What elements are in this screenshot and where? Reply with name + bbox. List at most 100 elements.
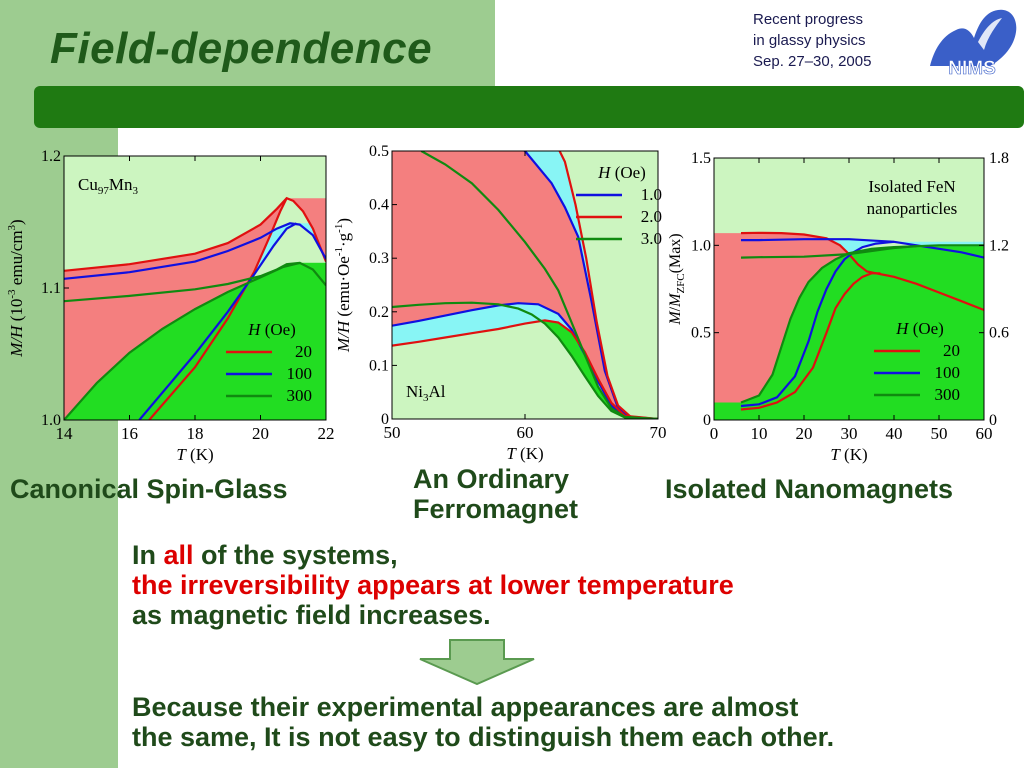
y-axis-label-unit: (10: [7, 299, 26, 326]
x-tick-label: 20: [252, 424, 269, 443]
irreversibility-band-1.0: [392, 151, 658, 419]
x-axis-label: T (K): [506, 444, 543, 463]
fill-below-zfc: [714, 246, 984, 420]
fc-curve-20: [740, 231, 984, 312]
legend-title-symbol: H: [247, 320, 262, 339]
statement-highlight: all: [163, 540, 194, 570]
zfc-curve-3.0: [392, 301, 658, 419]
y-axis-label-symbol: M: [667, 310, 684, 326]
statement-line-2: the irreversibility appears at lower tem…: [132, 570, 734, 600]
x-axis-label-unit: (K): [516, 444, 544, 463]
sample-label: Cu97Mn3: [78, 175, 138, 197]
y-axis-label-subscript: ZFC: [675, 273, 687, 293]
y-tick-label: 1.5: [691, 150, 711, 167]
y-axis-label-unit: /: [667, 306, 684, 311]
legend-title: H (Oe): [247, 320, 296, 339]
down-arrow-icon: [419, 639, 535, 685]
zfc-curve-20: [740, 272, 881, 411]
y-axis-label: M/H (10-3 emu/cm3): [6, 219, 26, 357]
y-axis-label-unit: ·g: [334, 232, 353, 247]
x-axis-label-unit: (K): [840, 445, 868, 464]
zfc-curve-2.0: [392, 319, 658, 419]
y-axis-label-superscript: -1: [333, 247, 345, 256]
y-axis-label-symbol: M/H: [334, 319, 353, 353]
plot-fills: [64, 196, 326, 420]
x-tick-label: 14: [56, 424, 74, 443]
sample-subscript: 97: [98, 185, 110, 197]
x-tick-label: 70: [650, 423, 667, 442]
chart-ordinary-ferromagnet: 50 60 70 0 0.1 0.2 0.3 0.4 0.5 T (K) H (Oe) 1.0 2.0 3…: [333, 143, 667, 463]
conclusion-line-1: Because their experimental appearances a…: [132, 692, 799, 722]
zfc-curve-100: [740, 240, 895, 408]
legend-title-unit: (Oe): [908, 319, 943, 338]
legend-label: 20: [295, 342, 312, 361]
legend-title: H (Oe): [597, 163, 646, 182]
y2-tick-label: 0: [989, 412, 997, 429]
fc-curve-20: [64, 196, 326, 272]
y-axis-label-symbol: M/H: [7, 324, 26, 358]
logo-text: NIMS: [948, 58, 996, 78]
y2-tick-label: 1.2: [989, 237, 1009, 254]
x-tick-label: 10: [751, 424, 768, 443]
x-tick-label: 50: [384, 423, 401, 442]
y-axis-label-superscript: -3: [6, 289, 18, 299]
statement: In all of the systems, the irreversibili…: [132, 540, 734, 630]
slide-title: Field-dependence: [50, 24, 433, 73]
sample-element: Ni: [406, 382, 423, 401]
zfc-curve-300: [740, 245, 917, 404]
sample-label: Ni3Al: [406, 382, 446, 404]
legend-label: 100: [287, 364, 313, 383]
caption-line: Ferromagnet: [413, 494, 579, 524]
y-axis-label: M/MZFC(Max): [667, 233, 687, 325]
y-axis-label-unit: ): [334, 218, 353, 224]
y-axis-label-superscript: -1: [333, 224, 345, 233]
statement-line-1: In all of the systems,: [132, 540, 734, 570]
caption-canonical-spin-glass: Canonical Spin-Glass: [10, 474, 288, 504]
sample-subscript: 3: [423, 392, 429, 404]
x-tick-label: 60: [976, 424, 993, 443]
x-axis-label-symbol: T: [176, 445, 187, 464]
y-axis-label-unit: ): [7, 219, 26, 225]
caption-isolated-nanomagnets: Isolated Nanomagnets: [665, 474, 954, 504]
legend-label: 300: [287, 386, 313, 405]
sample-element: Mn: [109, 175, 133, 194]
legend-title-unit: (Oe): [610, 163, 645, 182]
x-tick-label: 60: [517, 423, 534, 442]
legend-title-symbol: H: [895, 319, 910, 338]
y-tick-label: 0: [381, 411, 389, 428]
y-tick-label: 1.1: [41, 280, 61, 297]
x-tick-label: 30: [841, 424, 858, 443]
y-tick-label: 0.5: [691, 325, 711, 342]
caption-ordinary-ferromagnet: An Ordinary Ferromagnet: [413, 464, 578, 524]
conference-line: in glassy physics: [753, 32, 866, 49]
y-axis-label-unit: (Max): [667, 233, 684, 273]
chart-canonical-spin-glass: 14 16 18 20 221.01.11.2T (K)H (Oe)20100300Cu…: [6, 148, 335, 464]
x-axis-label-symbol: T: [506, 444, 517, 463]
conference-info: Recent progress in glassy physics Sep. 2…: [753, 9, 871, 72]
x-tick-label: 0: [710, 424, 719, 443]
conference-line: Recent progress: [753, 11, 864, 28]
y-tick-label: 0: [703, 412, 711, 429]
caption-line: An Ordinary: [413, 464, 570, 494]
fc-curve-1.0: [522, 151, 658, 419]
statement-line-3: as magnetic field increases.: [132, 600, 491, 630]
y-tick-label: 1.0: [691, 237, 711, 254]
y-axis-label-unit: (emu·Oe: [334, 256, 353, 321]
conclusion-line-2: the same, It is not easy to distinguish …: [132, 722, 835, 752]
x-tick-label: 22: [318, 424, 335, 443]
legend-title-symbol: H: [597, 163, 612, 182]
legend-label: 1.0: [641, 185, 662, 204]
zfc-curve-100: [138, 222, 298, 420]
y-tick-label: 0.1: [369, 357, 389, 374]
chart-isolated-nanomagnets: 0 10 20 30 40 50 600.51.01.5T (K)H (Oe)2010030…: [667, 150, 1009, 464]
x-tick-label: 16: [121, 424, 138, 443]
zfc-curve-300: [64, 261, 301, 420]
x-tick-label: 18: [187, 424, 204, 443]
x-axis-label: T (K): [830, 445, 867, 464]
legend-title-unit: (Oe): [260, 320, 295, 339]
legend-label: 2.0: [641, 207, 662, 226]
sample-element: Cu: [78, 175, 98, 194]
legend-title: H (Oe): [895, 319, 944, 338]
y-tick-label: 0.3: [369, 250, 389, 267]
y-tick-label: 0.5: [369, 143, 389, 160]
